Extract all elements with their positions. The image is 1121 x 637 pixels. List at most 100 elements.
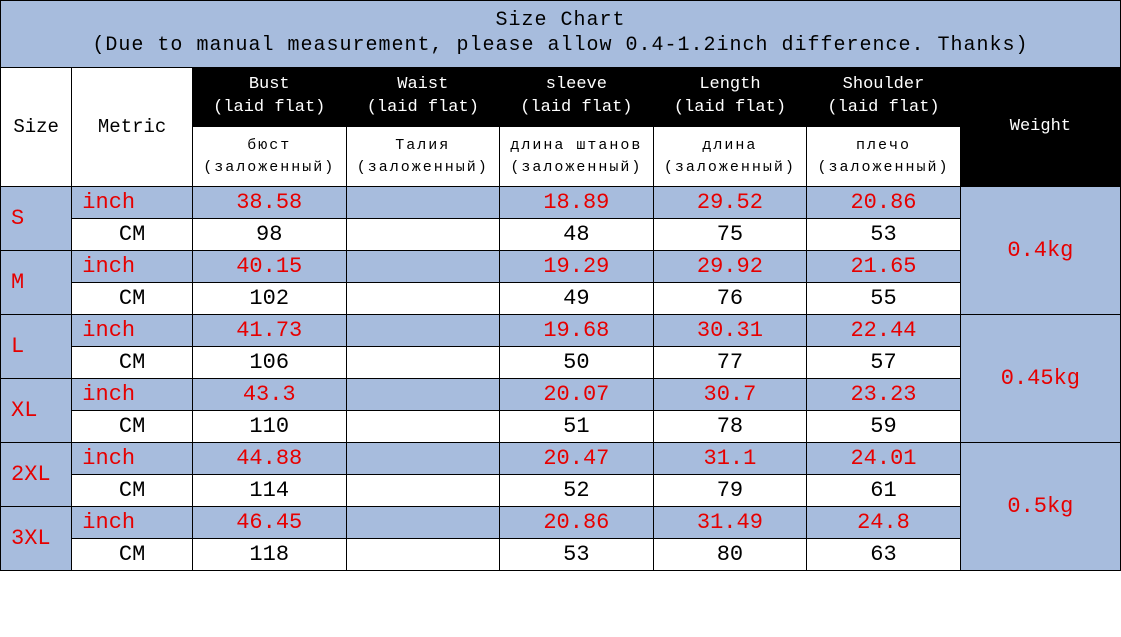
value-cm [346, 539, 500, 571]
col-bust-ru: бюст (заложенный) [192, 126, 346, 187]
col-size-header: Size [1, 68, 72, 187]
value-cm: 98 [192, 219, 346, 251]
value-cm: 118 [192, 539, 346, 571]
value-cm: 53 [807, 219, 961, 251]
value-cm: 50 [500, 347, 654, 379]
value-cm: 114 [192, 475, 346, 507]
table-row-cm: CM106 507757 [1, 347, 1121, 379]
chart-note: (Due to manual measurement, please allow… [1, 34, 1120, 57]
table-row-inch: Linch41.7319.6830.3122.440.45kg [1, 315, 1121, 347]
size-label: XL [1, 379, 72, 443]
value-cm: 75 [653, 219, 807, 251]
col-sleeve-header: sleeve (laid flat) [500, 68, 654, 127]
col-weight-header: Weight [960, 68, 1120, 187]
value-inch: 41.73 [192, 315, 346, 347]
value-inch: 30.7 [653, 379, 807, 411]
size-label: 2XL [1, 443, 72, 507]
ru-label: Талия [395, 137, 450, 154]
value-cm: 51 [500, 411, 654, 443]
value-inch: 46.45 [192, 507, 346, 539]
weight-value: 0.5kg [960, 443, 1120, 571]
col-waist-sub: (laid flat) [349, 97, 498, 120]
col-waist-ru: Талия (заложенный) [346, 126, 500, 187]
ru-sub: (заложенный) [203, 159, 335, 176]
value-cm [346, 475, 500, 507]
table-row-inch: XLinch43.320.0730.723.23 [1, 379, 1121, 411]
value-inch: 24.8 [807, 507, 961, 539]
ru-sub: (заложенный) [357, 159, 489, 176]
value-inch: 20.86 [500, 507, 654, 539]
value-cm: 63 [807, 539, 961, 571]
value-inch: 21.65 [807, 251, 961, 283]
col-sleeve-sub: (laid flat) [502, 97, 651, 120]
size-label: 3XL [1, 507, 72, 571]
table-row-cm: CM118538063 [1, 539, 1121, 571]
col-length-header: Length (laid flat) [653, 68, 807, 127]
value-inch [346, 379, 500, 411]
table-row-inch: Minch40.1519.2929.9221.65 [1, 251, 1121, 283]
size-table: Size Metric Bust (laid flat) Waist (laid… [0, 67, 1121, 571]
value-cm [346, 219, 500, 251]
metric-cm: CM [72, 219, 193, 251]
col-length-en: Length [699, 75, 760, 94]
value-cm: 59 [807, 411, 961, 443]
table-row-inch: 3XLinch46.4520.8631.4924.8 [1, 507, 1121, 539]
value-cm: 102 [192, 283, 346, 315]
value-inch: 40.15 [192, 251, 346, 283]
value-inch: 18.89 [500, 187, 654, 219]
value-cm [346, 347, 500, 379]
value-cm: 106 [192, 347, 346, 379]
value-cm: 77 [653, 347, 807, 379]
value-cm: 57 [807, 347, 961, 379]
value-inch: 19.29 [500, 251, 654, 283]
col-waist-en: Waist [397, 75, 448, 94]
value-inch: 22.44 [807, 315, 961, 347]
value-cm: 76 [653, 283, 807, 315]
metric-inch: inch [72, 443, 193, 475]
weight-value: 0.45kg [960, 315, 1120, 443]
table-row-inch: 2XLinch44.8820.4731.124.010.5kg [1, 443, 1121, 475]
size-chart: Size Chart (Due to manual measurement, p… [0, 0, 1121, 571]
value-inch: 23.23 [807, 379, 961, 411]
ru-label: длина штанов [510, 137, 642, 154]
ru-sub: (заложенный) [664, 159, 796, 176]
value-cm: 61 [807, 475, 961, 507]
value-cm: 110 [192, 411, 346, 443]
value-inch [346, 443, 500, 475]
value-inch: 20.07 [500, 379, 654, 411]
value-cm: 53 [500, 539, 654, 571]
col-shoulder-ru: плечо (заложенный) [807, 126, 961, 187]
value-inch: 29.92 [653, 251, 807, 283]
value-cm: 79 [653, 475, 807, 507]
metric-inch: inch [72, 507, 193, 539]
value-inch [346, 251, 500, 283]
ru-label: плечо [856, 137, 911, 154]
value-inch [346, 315, 500, 347]
ru-label: бюст [247, 137, 291, 154]
chart-title: Size Chart [1, 9, 1120, 32]
col-metric-header: Metric [72, 68, 193, 187]
value-inch: 31.1 [653, 443, 807, 475]
value-inch: 20.86 [807, 187, 961, 219]
metric-inch: inch [72, 187, 193, 219]
col-bust-header: Bust (laid flat) [192, 68, 346, 127]
metric-inch: inch [72, 379, 193, 411]
value-cm: 52 [500, 475, 654, 507]
value-inch: 43.3 [192, 379, 346, 411]
chart-header: Size Chart (Due to manual measurement, p… [0, 0, 1121, 67]
ru-label: длина [702, 137, 757, 154]
value-cm [346, 411, 500, 443]
col-shoulder-en: Shoulder [843, 75, 925, 94]
table-row-cm: CM98487553 [1, 219, 1121, 251]
col-sleeve-en: sleeve [546, 75, 607, 94]
header-row-en: Size Metric Bust (laid flat) Waist (laid… [1, 68, 1121, 127]
size-label: M [1, 251, 72, 315]
value-inch: 38.58 [192, 187, 346, 219]
metric-inch: inch [72, 315, 193, 347]
value-inch: 44.88 [192, 443, 346, 475]
col-length-ru: длина (заложенный) [653, 126, 807, 187]
ru-sub: (заложенный) [817, 159, 949, 176]
metric-cm: CM [72, 475, 193, 507]
table-row-cm: CM102497655 [1, 283, 1121, 315]
metric-cm: CM [72, 347, 193, 379]
